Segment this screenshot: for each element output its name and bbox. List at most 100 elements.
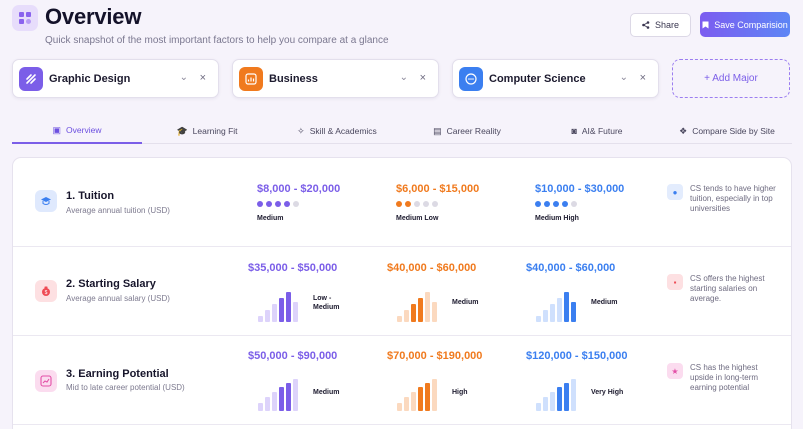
tab-career-reality[interactable]: ▤ Career Reality [402,118,532,144]
row-subtitle: Average annual salary (USD) [66,294,170,303]
score-dots [396,201,438,207]
robot-icon: ◙ [571,126,576,136]
major-select-business[interactable]: Business ⌄ × [232,59,439,98]
score-dot [293,201,299,207]
earning-bars [258,379,298,411]
trend-bar [258,316,263,322]
chevron-down-icon[interactable]: ⌄ [180,72,188,83]
score-dot [535,201,541,207]
trend-bar [293,302,298,322]
tab-skill-academics[interactable]: ✧ Skill & Academics [272,118,402,144]
score-dot [432,201,438,207]
trend-bar [286,292,291,322]
score-dot [423,201,429,207]
close-icon[interactable]: × [200,72,206,84]
compare-icon: ❖ [679,126,687,137]
major-label: Graphic Design [49,73,130,85]
trend-bar [404,310,409,322]
close-icon[interactable]: × [640,72,646,84]
score-dot [275,201,281,207]
share-button[interactable]: Share [630,13,691,37]
trend-bar [411,304,416,322]
trend-bar [425,292,430,322]
tab-compare-side-by-site[interactable]: ❖ Compare Side by Site [662,118,792,144]
score-dot [553,201,559,207]
level-label: Medium [257,214,283,223]
score-dot [571,201,577,207]
tab-label: Career Reality [447,126,501,136]
close-icon[interactable]: × [420,72,426,84]
major-label: Computer Science [489,73,586,85]
score-dots [257,201,299,207]
trend-bar [571,302,576,322]
trend-bar [418,298,423,322]
tab-bar: ▣ Overview 🎓 Learning Fit ✧ Skill & Acad… [12,118,792,144]
tab-learning-fit[interactable]: 🎓 Learning Fit [142,118,272,144]
row-note: CS tends to have higher tuition, especia… [690,184,782,214]
trend-bar [425,383,430,411]
money-icon: ▪ [667,274,683,290]
row-title: 3. Earning Potential [66,368,169,380]
trend-bar [258,403,263,411]
salary-value: $40,000 - $60,000 [526,262,615,274]
trend-bar [397,403,402,411]
row-starting-salary: $ 2. Starting Salary Average annual sala… [13,247,792,336]
trend-bar [265,397,270,411]
trend-bar [543,310,548,322]
trend-bar [564,292,569,322]
trend-bar [536,403,541,411]
page-subtitle: Quick snapshot of the most important fac… [45,35,389,46]
trend-bar [557,387,562,411]
graduation-cap-icon [35,190,57,212]
salary-bars [258,290,298,322]
score-dot [544,201,550,207]
comparison-panel: 1. Tuition Average annual tuition (USD) … [12,157,792,429]
score-dot [284,201,290,207]
score-dot [396,201,402,207]
earning-value: $120,000 - $150,000 [526,350,628,362]
star-icon: ★ [667,363,683,379]
tab-label: AI& Future [582,126,623,136]
score-dot [266,201,272,207]
trend-bar [557,298,562,322]
add-major-button[interactable]: + Add Major [672,59,790,98]
trend-bar [397,316,402,322]
row-subtitle: Average annual tuition (USD) [66,206,170,215]
share-icon [642,21,650,29]
tab-label: Overview [66,125,101,135]
major-select-graphic-design[interactable]: Graphic Design ⌄ × [12,59,219,98]
trend-bar [293,379,298,411]
bookmark-icon [702,21,709,29]
save-comparison-button[interactable]: Save Comparision [700,12,790,37]
tab-label: Skill & Academics [310,126,377,136]
tab-overview[interactable]: ▣ Overview [12,118,142,144]
design-icon [19,67,43,91]
trend-bar [571,379,576,411]
row-tuition: 1. Tuition Average annual tuition (USD) … [13,158,792,247]
trend-bar [272,392,277,411]
earning-value: $70,000 - $190,000 [387,350,482,362]
trend-bar [550,304,555,322]
major-select-computer-science[interactable]: Computer Science ⌄ × [452,59,659,98]
svg-text:$: $ [45,290,48,296]
row-note: CS offers the highest starting salaries … [690,274,782,304]
level-label: High [452,388,468,397]
save-label: Save Comparision [714,20,788,30]
overview-icon: ▣ [53,125,62,136]
level-label: Medium High [535,214,579,223]
score-dot [257,201,263,207]
score-dot [414,201,420,207]
trend-bar [272,304,277,322]
tab-ai-future[interactable]: ◙ AI& Future [532,118,662,144]
briefcase-icon: ▤ [433,126,442,137]
tuition-value: $8,000 - $20,000 [257,183,340,195]
chevron-down-icon[interactable]: ⌄ [620,72,628,83]
chevron-down-icon[interactable]: ⌄ [400,72,408,83]
overview-logo-icon [12,5,38,31]
trend-bar [279,298,284,322]
row-subtitle: Mid to late career potential (USD) [66,383,185,392]
salary-value: $35,000 - $50,000 [248,262,337,274]
earning-bars [397,379,437,411]
trend-bar [286,383,291,411]
level-label: Medium [591,298,617,307]
